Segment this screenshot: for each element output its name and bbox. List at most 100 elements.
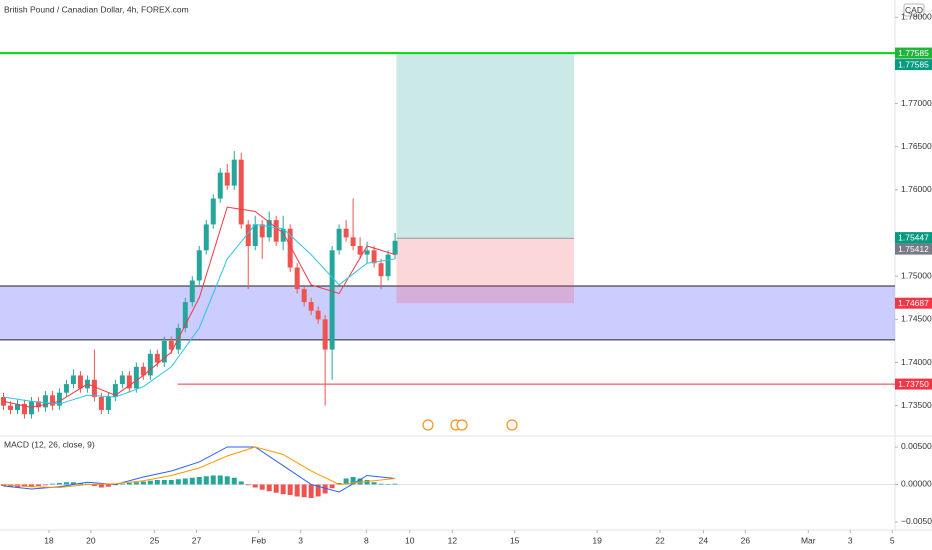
- y-tick-label: 0.00000: [901, 479, 932, 489]
- histogram-bar: [364, 479, 370, 485]
- histogram-bar: [259, 484, 265, 490]
- y-tick-label: 1.73500: [901, 400, 932, 410]
- candle-body: [91, 379, 97, 398]
- position-target: [396, 53, 575, 239]
- candle-body: [287, 228, 293, 268]
- histogram-bar: [266, 484, 272, 492]
- histogram-bar: [154, 479, 160, 485]
- x-tick-label: 15: [510, 535, 520, 545]
- indicator-line: [3, 446, 396, 488]
- histogram-bar: [63, 482, 69, 485]
- candle-body: [70, 375, 76, 385]
- candle-body: [154, 353, 160, 363]
- x-tick-label: 24: [699, 535, 709, 545]
- x-tick-label: Mar: [801, 535, 816, 545]
- candle-body: [105, 397, 111, 410]
- price-label-box: [895, 378, 932, 390]
- y-tick-label: −0.00500: [901, 516, 932, 526]
- y-tick-label: 1.76000: [901, 184, 932, 194]
- histogram-bar: [161, 479, 167, 485]
- price-label: 1.77585: [898, 59, 929, 69]
- y-tick-label: 0.00500: [901, 441, 932, 451]
- histogram-bar: [70, 482, 76, 485]
- y-tick-label: 1.74000: [901, 357, 932, 367]
- price-label: 1.73750: [898, 379, 929, 389]
- x-tick-label: 20: [86, 535, 96, 545]
- indicator-line: [3, 446, 396, 493]
- histogram-bar: [189, 477, 195, 485]
- candle-body: [336, 228, 342, 251]
- candle-body: [245, 224, 251, 246]
- histogram-bar: [336, 482, 342, 485]
- macd-title: MACD (12, 26, close, 9): [4, 439, 95, 449]
- histogram-bar: [175, 479, 181, 485]
- histogram-bar: [105, 484, 111, 487]
- candle-body: [168, 340, 174, 350]
- price-label-box: [895, 297, 932, 309]
- histogram-bar: [322, 484, 328, 494]
- candle-body: [343, 228, 349, 238]
- y-tick-label: 1.74500: [901, 314, 932, 324]
- candle-body: [133, 366, 139, 389]
- candle-body: [7, 405, 13, 410]
- candle-body: [21, 403, 27, 415]
- histogram-bar: [273, 484, 279, 493]
- price-label-box: [895, 232, 932, 244]
- histogram-bar: [378, 483, 384, 485]
- x-tick-label: 18: [44, 535, 54, 545]
- histogram-bar: [350, 476, 356, 485]
- histogram-bar: [385, 484, 391, 485]
- currency: CAD: [905, 5, 923, 15]
- histogram-bar: [56, 482, 62, 485]
- candle-body: [385, 254, 391, 277]
- candle-body: [238, 159, 244, 225]
- candle-body: [203, 224, 209, 251]
- x-tick-label: 5: [890, 535, 895, 545]
- x-tick-label: Feb: [251, 535, 266, 545]
- histogram-bar: [182, 478, 188, 485]
- candle-body: [147, 353, 153, 376]
- histogram-bar: [126, 482, 132, 485]
- indicator-line: [3, 206, 396, 408]
- event-icons: [422, 419, 518, 431]
- histogram-bar: [238, 481, 244, 485]
- histogram-bar: [231, 477, 237, 485]
- histogram-bar: [308, 484, 314, 498]
- histogram-bar: [245, 484, 251, 486]
- x-tick-label: 3: [848, 535, 853, 545]
- histogram-bar: [91, 484, 97, 486]
- histogram-bar: [7, 484, 13, 487]
- candle-body: [77, 375, 83, 389]
- candle-body: [378, 263, 384, 277]
- indicator-line: [3, 223, 396, 405]
- x-tick-label: 3: [298, 535, 303, 545]
- y-tick-label: 1.78000: [901, 12, 932, 22]
- candle-body: [42, 395, 48, 408]
- histogram-bar: [217, 475, 223, 485]
- candle-body: [112, 384, 118, 398]
- candle-body: [280, 228, 286, 242]
- event-icon: [506, 419, 518, 431]
- candle-body: [140, 366, 146, 376]
- histogram-bar: [98, 484, 104, 488]
- candle-body: [329, 250, 335, 350]
- histogram-bar: [357, 478, 363, 485]
- candle-body: [350, 237, 356, 246]
- histogram-bar: [133, 482, 139, 485]
- x-tick-label: 26: [741, 535, 751, 545]
- candle-body: [35, 401, 41, 408]
- event-icon: [456, 419, 468, 431]
- candle-body: [308, 302, 314, 311]
- candle-body: [182, 302, 188, 328]
- price-label: 1.75447: [898, 232, 929, 242]
- chart-title: British Pound / Canadian Dollar, 4h, FOR…: [4, 4, 189, 14]
- event-icon: [422, 419, 434, 431]
- x-tick-label: 10: [405, 535, 415, 545]
- x-tick-label: 22: [655, 535, 665, 545]
- histogram-bar: [35, 484, 41, 486]
- candle-body: [217, 172, 223, 199]
- candle-body: [49, 395, 55, 406]
- candle-body: [224, 172, 230, 186]
